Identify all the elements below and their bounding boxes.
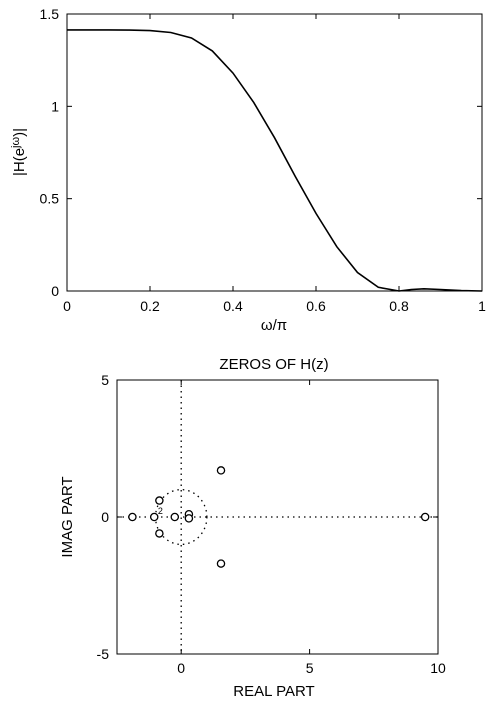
plot2-ytick-label: 0 [101, 509, 109, 525]
plot1-y-ticks: 0 0.5 1 1.5 [40, 6, 482, 299]
plot1-ytick-label: 1.5 [40, 6, 60, 22]
plot2-xtick-label: 5 [306, 660, 314, 676]
zero-marker [155, 496, 164, 505]
plot1-axes-box [66, 13, 483, 292]
zero-marker [155, 529, 164, 538]
plot1-ytick-label: 0 [51, 283, 59, 299]
zero-marker [216, 559, 226, 568]
plot2-ylabel: IMAG PART [59, 476, 76, 557]
zero-marker [128, 512, 137, 522]
plot1-xlabel: ω/π [261, 317, 287, 334]
plot2-reference-lines [117, 380, 438, 654]
magnitude-response-plot: 0 0.2 0.4 0.6 0.8 1 0 0.5 1 1.5 ω/π |H(ejω)| [10, 6, 486, 334]
zeros-plot: ZEROS OF H(z) 0 5 10 -5 0 5 2 REAL PART IMAG… [59, 356, 446, 700]
plot2-ytick-label: 5 [101, 372, 109, 388]
zero-marker [149, 512, 159, 522]
plot2-xtick-label: 10 [430, 660, 446, 676]
plot2-ytick-label: -5 [97, 646, 110, 662]
plot2-xtick-label: 0 [177, 660, 185, 676]
unit-circle [154, 488, 208, 546]
zero-marker [170, 512, 180, 522]
plot1-ylabel: |H(ejω)| [10, 128, 28, 176]
plot2-xlabel: REAL PART [233, 683, 314, 700]
plot1-xtick-label: 1 [478, 298, 486, 314]
plot1-xtick-label: 0 [63, 298, 71, 314]
plot2-title: ZEROS OF H(z) [219, 356, 328, 373]
plot1-x-ticks: 0 0.2 0.4 0.6 0.8 1 [63, 14, 486, 314]
zero-marker [420, 512, 430, 522]
plot2-y-ticks: -5 0 5 [97, 372, 438, 662]
plot1-ytick-label: 1 [51, 98, 59, 114]
magnitude-curve [67, 29, 483, 292]
zero-marker [184, 514, 194, 523]
plot1-ytick-label: 0.5 [40, 191, 60, 207]
plot1-xtick-label: 0.6 [306, 298, 326, 314]
multiplicity-label: 2 [158, 506, 163, 516]
plot2-x-ticks: 0 5 10 [177, 380, 446, 676]
plot1-xtick-label: 0.8 [389, 298, 409, 314]
plot1-xtick-label: 0.2 [140, 298, 160, 314]
plot1-xtick-label: 0.4 [223, 298, 243, 314]
zero-marker [216, 466, 226, 475]
plot2-zeros: 2 [128, 466, 430, 568]
